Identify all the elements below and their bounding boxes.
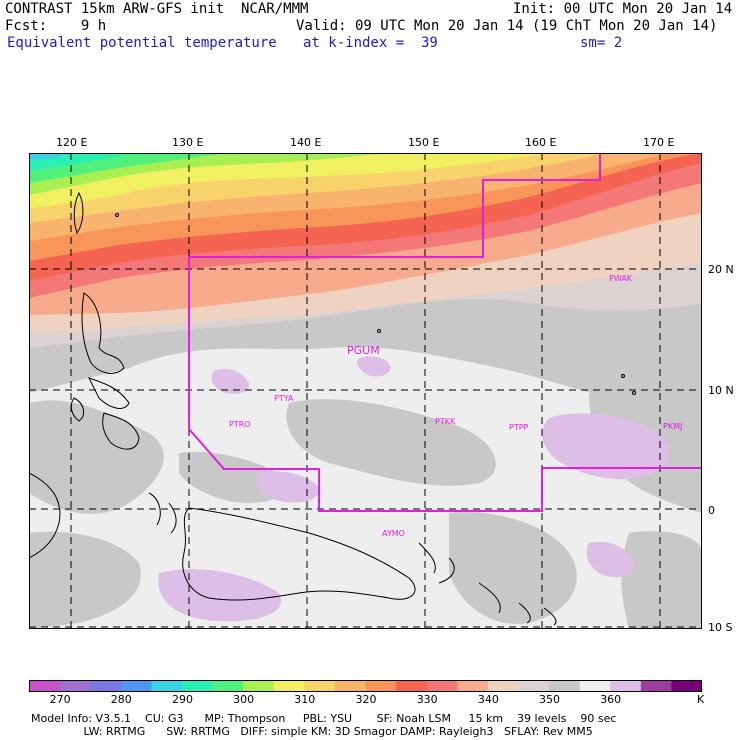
colorbar-swatch	[243, 680, 275, 692]
colorbar-swatch	[610, 680, 642, 692]
lon-label-160e: 160 E	[525, 136, 557, 149]
smoothing-label: sm= 2	[580, 35, 623, 51]
colorbar-swatch	[396, 680, 428, 692]
station-aymo: AYMO	[382, 529, 405, 538]
colorbar-swatch	[487, 680, 519, 692]
colorbar	[29, 680, 702, 692]
station-pgum: PGUM	[347, 344, 380, 357]
colorbar-swatch	[90, 680, 122, 692]
colorbar-swatch	[671, 680, 702, 692]
colorbar-swatch	[579, 680, 611, 692]
station-pkmj: PKMJ	[663, 422, 682, 431]
init-time: Init: 00 UTC Mon 20 Jan 14	[513, 1, 733, 17]
colorbar-tick-label: 290	[172, 693, 193, 706]
colorbar-swatch	[181, 680, 214, 692]
band-290	[29, 153, 79, 161]
lavender-patch-3	[542, 413, 670, 480]
field-name: Equivalent potential temperature	[7, 35, 277, 51]
gray-blob-5	[29, 531, 141, 629]
gray-blob-1	[29, 400, 164, 514]
station-pwak: PWAK	[609, 274, 633, 283]
level-label: at k-index = 39	[303, 35, 438, 51]
domain-boundary	[188, 153, 702, 512]
map-frame	[29, 153, 702, 629]
model-info-line1: Model Info: V3.5.1 CU: G3 MP: Thompson P…	[31, 712, 617, 725]
colorbar-tick-label: 360	[600, 693, 622, 706]
station-ptkk: PTKK	[435, 417, 456, 426]
model-info-line2: LW: RRTMG SW: RRTMG DIFF: simple KM: 3D …	[31, 725, 593, 738]
colorbar-swatch	[273, 680, 305, 692]
lat-label-20n: 20 N	[708, 263, 734, 276]
colorbar-swatch	[120, 680, 152, 692]
graticule	[29, 153, 702, 629]
lat-label-0: 0	[708, 504, 715, 517]
gray-blob-6	[449, 512, 577, 624]
coastlines	[29, 191, 636, 626]
lat-label-10n: 10 N	[708, 384, 734, 397]
lavender-patch-6	[356, 356, 391, 377]
colorbar-tick-label: 310	[294, 693, 316, 706]
lon-label-130e: 130 E	[172, 136, 204, 149]
station-ptya: PTYA	[274, 394, 294, 403]
colorbar-swatch	[365, 680, 397, 692]
colorbar-swatch	[151, 680, 183, 692]
colorbar-swatch	[212, 680, 244, 692]
colorbar-swatch	[59, 680, 91, 692]
colorbar-tick-label: 320	[355, 693, 377, 706]
colorbar-units: K	[697, 693, 705, 706]
colorbar-swatch	[426, 680, 458, 692]
colorbar-tick-label: 270	[49, 693, 71, 706]
lon-label-140e: 140 E	[290, 136, 322, 149]
colorbar-swatch	[29, 680, 61, 692]
lat-label-10s: 10 S	[708, 621, 733, 634]
colorbar-swatch	[304, 680, 336, 692]
colorbar-swatch	[457, 680, 489, 692]
colorbar-tick-label: 330	[416, 693, 438, 706]
colorbar-frame	[29, 680, 702, 692]
forecast-hour: Fcst: 9 h	[5, 18, 107, 34]
lavender-patch-4	[158, 569, 281, 622]
model-title: CONTRAST 15km ARW-GFS init NCAR/MMM	[5, 1, 309, 17]
gray-blob-7	[621, 531, 702, 629]
band-295	[29, 153, 139, 171]
colorbar-swatch	[640, 680, 672, 692]
colorbar-tick-label: 350	[539, 693, 560, 706]
theta-e-map: PWAK PGUM PTYA PTRO PTKK PTPP PKMJ AYMO	[29, 153, 702, 629]
lavender-patch-2	[257, 471, 320, 503]
colorbar-tick-label: 300	[233, 693, 255, 706]
station-ptro: PTRO	[229, 420, 251, 429]
colorbar-tick-label: 280	[110, 693, 132, 706]
colorbar-swatch	[549, 680, 581, 692]
lon-label-170e: 170 E	[643, 136, 675, 149]
station-ptpp: PTPP	[509, 423, 529, 432]
lon-label-120e: 120 E	[56, 136, 88, 149]
colorbar-tick-label: 340	[477, 693, 499, 706]
gray-blob-4	[179, 451, 288, 503]
valid-time: Valid: 09 UTC Mon 20 Jan 14 (19 ChT Mon …	[296, 18, 718, 34]
colorbar-swatch	[334, 680, 366, 692]
lon-label-150e: 150 E	[408, 136, 440, 149]
colorbar-swatch	[518, 680, 550, 692]
lavender-patch-1	[211, 368, 250, 394]
gray-blob-2	[286, 399, 496, 486]
lavender-patch-5	[586, 541, 634, 578]
